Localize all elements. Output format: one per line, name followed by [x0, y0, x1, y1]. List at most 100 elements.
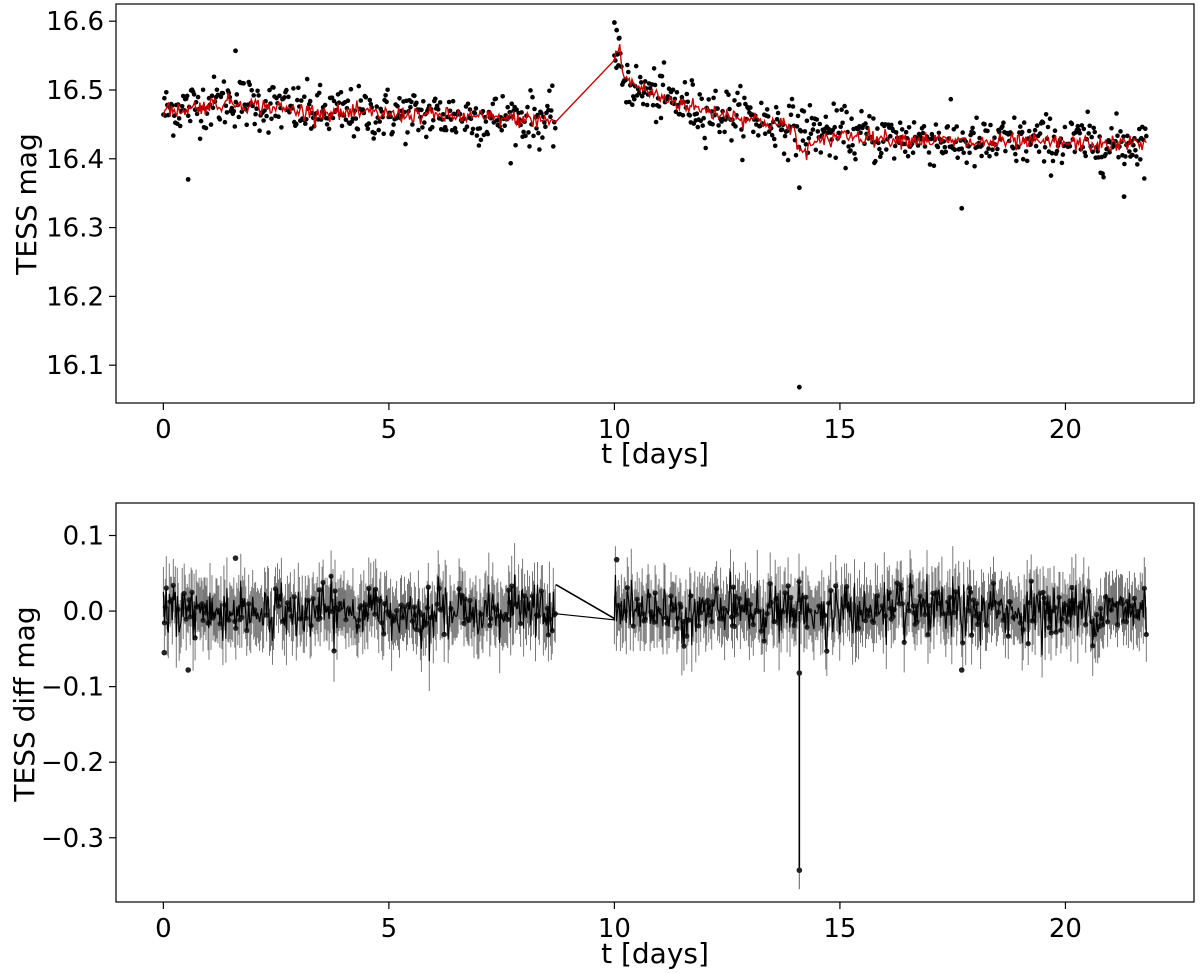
top-data-point [1041, 159, 1047, 164]
top-data-point [782, 133, 788, 139]
top-data-point [379, 109, 385, 114]
top-data-point [954, 124, 959, 129]
top-data-point [967, 150, 972, 156]
top-data-point [651, 66, 657, 71]
top-data-point [525, 104, 530, 110]
top-data-point [740, 157, 745, 163]
top-data-point [832, 124, 837, 130]
top-data-point [443, 127, 449, 133]
top-data-point [473, 106, 479, 111]
top-data-point [1020, 156, 1026, 162]
top-data-point [548, 114, 553, 119]
top-data-point [447, 108, 453, 114]
top-data-point [247, 82, 252, 88]
bottom-plot-frame [115, 502, 1195, 903]
top-data-point [982, 122, 987, 127]
top-data-point [236, 114, 242, 120]
top-data-point [1047, 116, 1053, 121]
top-data-point [1101, 174, 1106, 180]
top-data-point [1001, 120, 1006, 125]
top-data-point [888, 133, 893, 139]
top-data-point [542, 120, 547, 125]
top-data-point [1089, 134, 1094, 140]
top-data-point [331, 98, 337, 104]
top-data-point [852, 151, 857, 156]
top-data-point [637, 74, 643, 80]
top-data-point [781, 151, 787, 156]
top-data-point [878, 154, 883, 159]
top-data-point [1103, 151, 1108, 157]
top-model-line [162, 44, 1147, 161]
top-data-point [1024, 158, 1030, 164]
bottom-ytick-label: −0.3 [41, 824, 104, 854]
top-data-point [897, 120, 903, 125]
top-data-point [936, 130, 942, 136]
top-data-point [959, 146, 964, 151]
top-data-point [727, 106, 732, 112]
top-data-point [858, 130, 863, 136]
top-data-point [210, 105, 216, 111]
top-data-point [540, 135, 545, 140]
top-data-point [815, 129, 821, 134]
top-data-point [849, 116, 854, 121]
top-outlier-point [796, 384, 802, 390]
top-data-point [410, 122, 415, 127]
top-data-point [412, 93, 417, 99]
top-data-point [499, 128, 505, 133]
top-data-point [1100, 171, 1105, 176]
top-data-layer [161, 20, 1149, 390]
top-data-point [906, 125, 912, 130]
top-data-point [653, 119, 659, 125]
top-data-point [838, 124, 843, 130]
top-data-point [684, 91, 690, 97]
top-data-point [397, 96, 402, 101]
top-data-point [1045, 124, 1051, 130]
top-data-point [711, 95, 716, 101]
top-data-point [299, 98, 304, 103]
top-data-point [884, 147, 889, 152]
top-data-point [261, 118, 266, 123]
top-data-point [1032, 127, 1038, 133]
top-data-point [839, 107, 844, 112]
bottom-ylabel: TESS diff mag [8, 606, 41, 802]
top-data-point [276, 114, 281, 119]
top-data-point [195, 94, 201, 100]
top-outlier-point [185, 177, 191, 182]
bottom-outlier-point [796, 670, 803, 676]
top-data-point [366, 121, 372, 126]
top-data-point [355, 126, 361, 132]
top-data-point [1135, 162, 1140, 167]
top-data-point [817, 121, 823, 127]
top-data-point [716, 123, 721, 128]
top-data-point [698, 118, 703, 124]
top-ytick-label: 16.3 [46, 214, 104, 244]
top-data-point [647, 86, 653, 91]
top-data-point [1036, 149, 1042, 154]
top-data-point [871, 116, 876, 121]
top-data-point [198, 118, 204, 124]
top-data-point [905, 153, 911, 159]
top-data-point [810, 127, 816, 132]
top-data-point [371, 136, 377, 141]
top-data-point [419, 107, 424, 113]
bottom-xtick-label: 15 [823, 914, 856, 944]
top-data-point [450, 98, 456, 104]
top-data-point [302, 94, 307, 99]
top-data-point [403, 141, 408, 147]
top-data-point [218, 94, 224, 100]
top-data-point [1115, 133, 1120, 139]
top-data-point [1075, 123, 1081, 129]
top-data-point [176, 116, 182, 121]
top-data-point [964, 160, 969, 165]
top-data-point [1083, 153, 1088, 159]
top-data-point [1033, 143, 1039, 149]
top-data-point [748, 105, 753, 110]
top-data-point [685, 99, 691, 105]
top-data-point [974, 115, 979, 121]
top-data-point [286, 94, 291, 100]
top-data-point [988, 122, 993, 128]
top-data-point [381, 131, 387, 137]
top-data-point [505, 104, 511, 110]
top-data-point [713, 88, 718, 94]
top-data-point [945, 124, 951, 129]
